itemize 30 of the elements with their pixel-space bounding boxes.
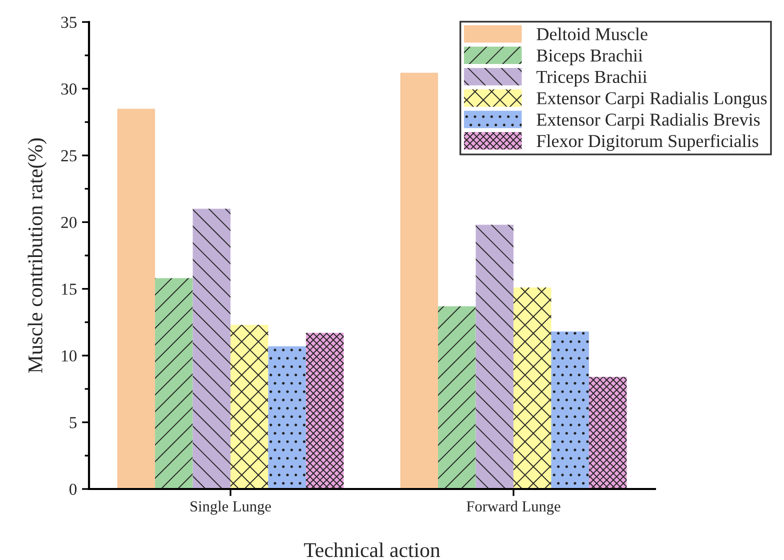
- x-axis-title: Technical action: [304, 542, 440, 558]
- bar: [192, 208, 230, 489]
- bar: [400, 72, 438, 489]
- y-tick-label: 25: [61, 150, 77, 162]
- bar: [306, 332, 344, 489]
- y-tick-label: 30: [61, 83, 77, 95]
- bar: [230, 324, 268, 489]
- bar: [155, 278, 193, 489]
- y-tick-label: 35: [61, 16, 77, 28]
- bar: [268, 346, 306, 489]
- y-tick-label: 10: [62, 350, 77, 362]
- y-tick-label: 0: [69, 484, 77, 495]
- x-tick-label: Forward Lunge: [466, 500, 560, 515]
- bar: [551, 332, 589, 489]
- legend-label: Extensor Carpi Radialis Brevis: [536, 113, 760, 130]
- x-tick-label: Single Lunge: [190, 500, 271, 515]
- y-tick-label: 15: [62, 284, 77, 295]
- y-axis-title: Muscle contribution rate(%): [28, 138, 47, 373]
- bar: [438, 306, 476, 489]
- legend-label: Extensor Carpi Radialis Longus: [536, 92, 767, 108]
- legend-label: Deltoid Muscle: [536, 28, 648, 40]
- y-tick-label: 20: [61, 216, 77, 228]
- legend-label: Triceps Brachii: [536, 70, 647, 87]
- legend-label: Flexor Digitorum Superficialis: [536, 134, 758, 151]
- y-tick-label: 5: [70, 417, 77, 428]
- legend-label: Biceps Brachii: [536, 48, 643, 66]
- bar: [588, 376, 627, 489]
- bar: [476, 224, 514, 489]
- bar: [514, 288, 552, 489]
- bar: [117, 108, 156, 489]
